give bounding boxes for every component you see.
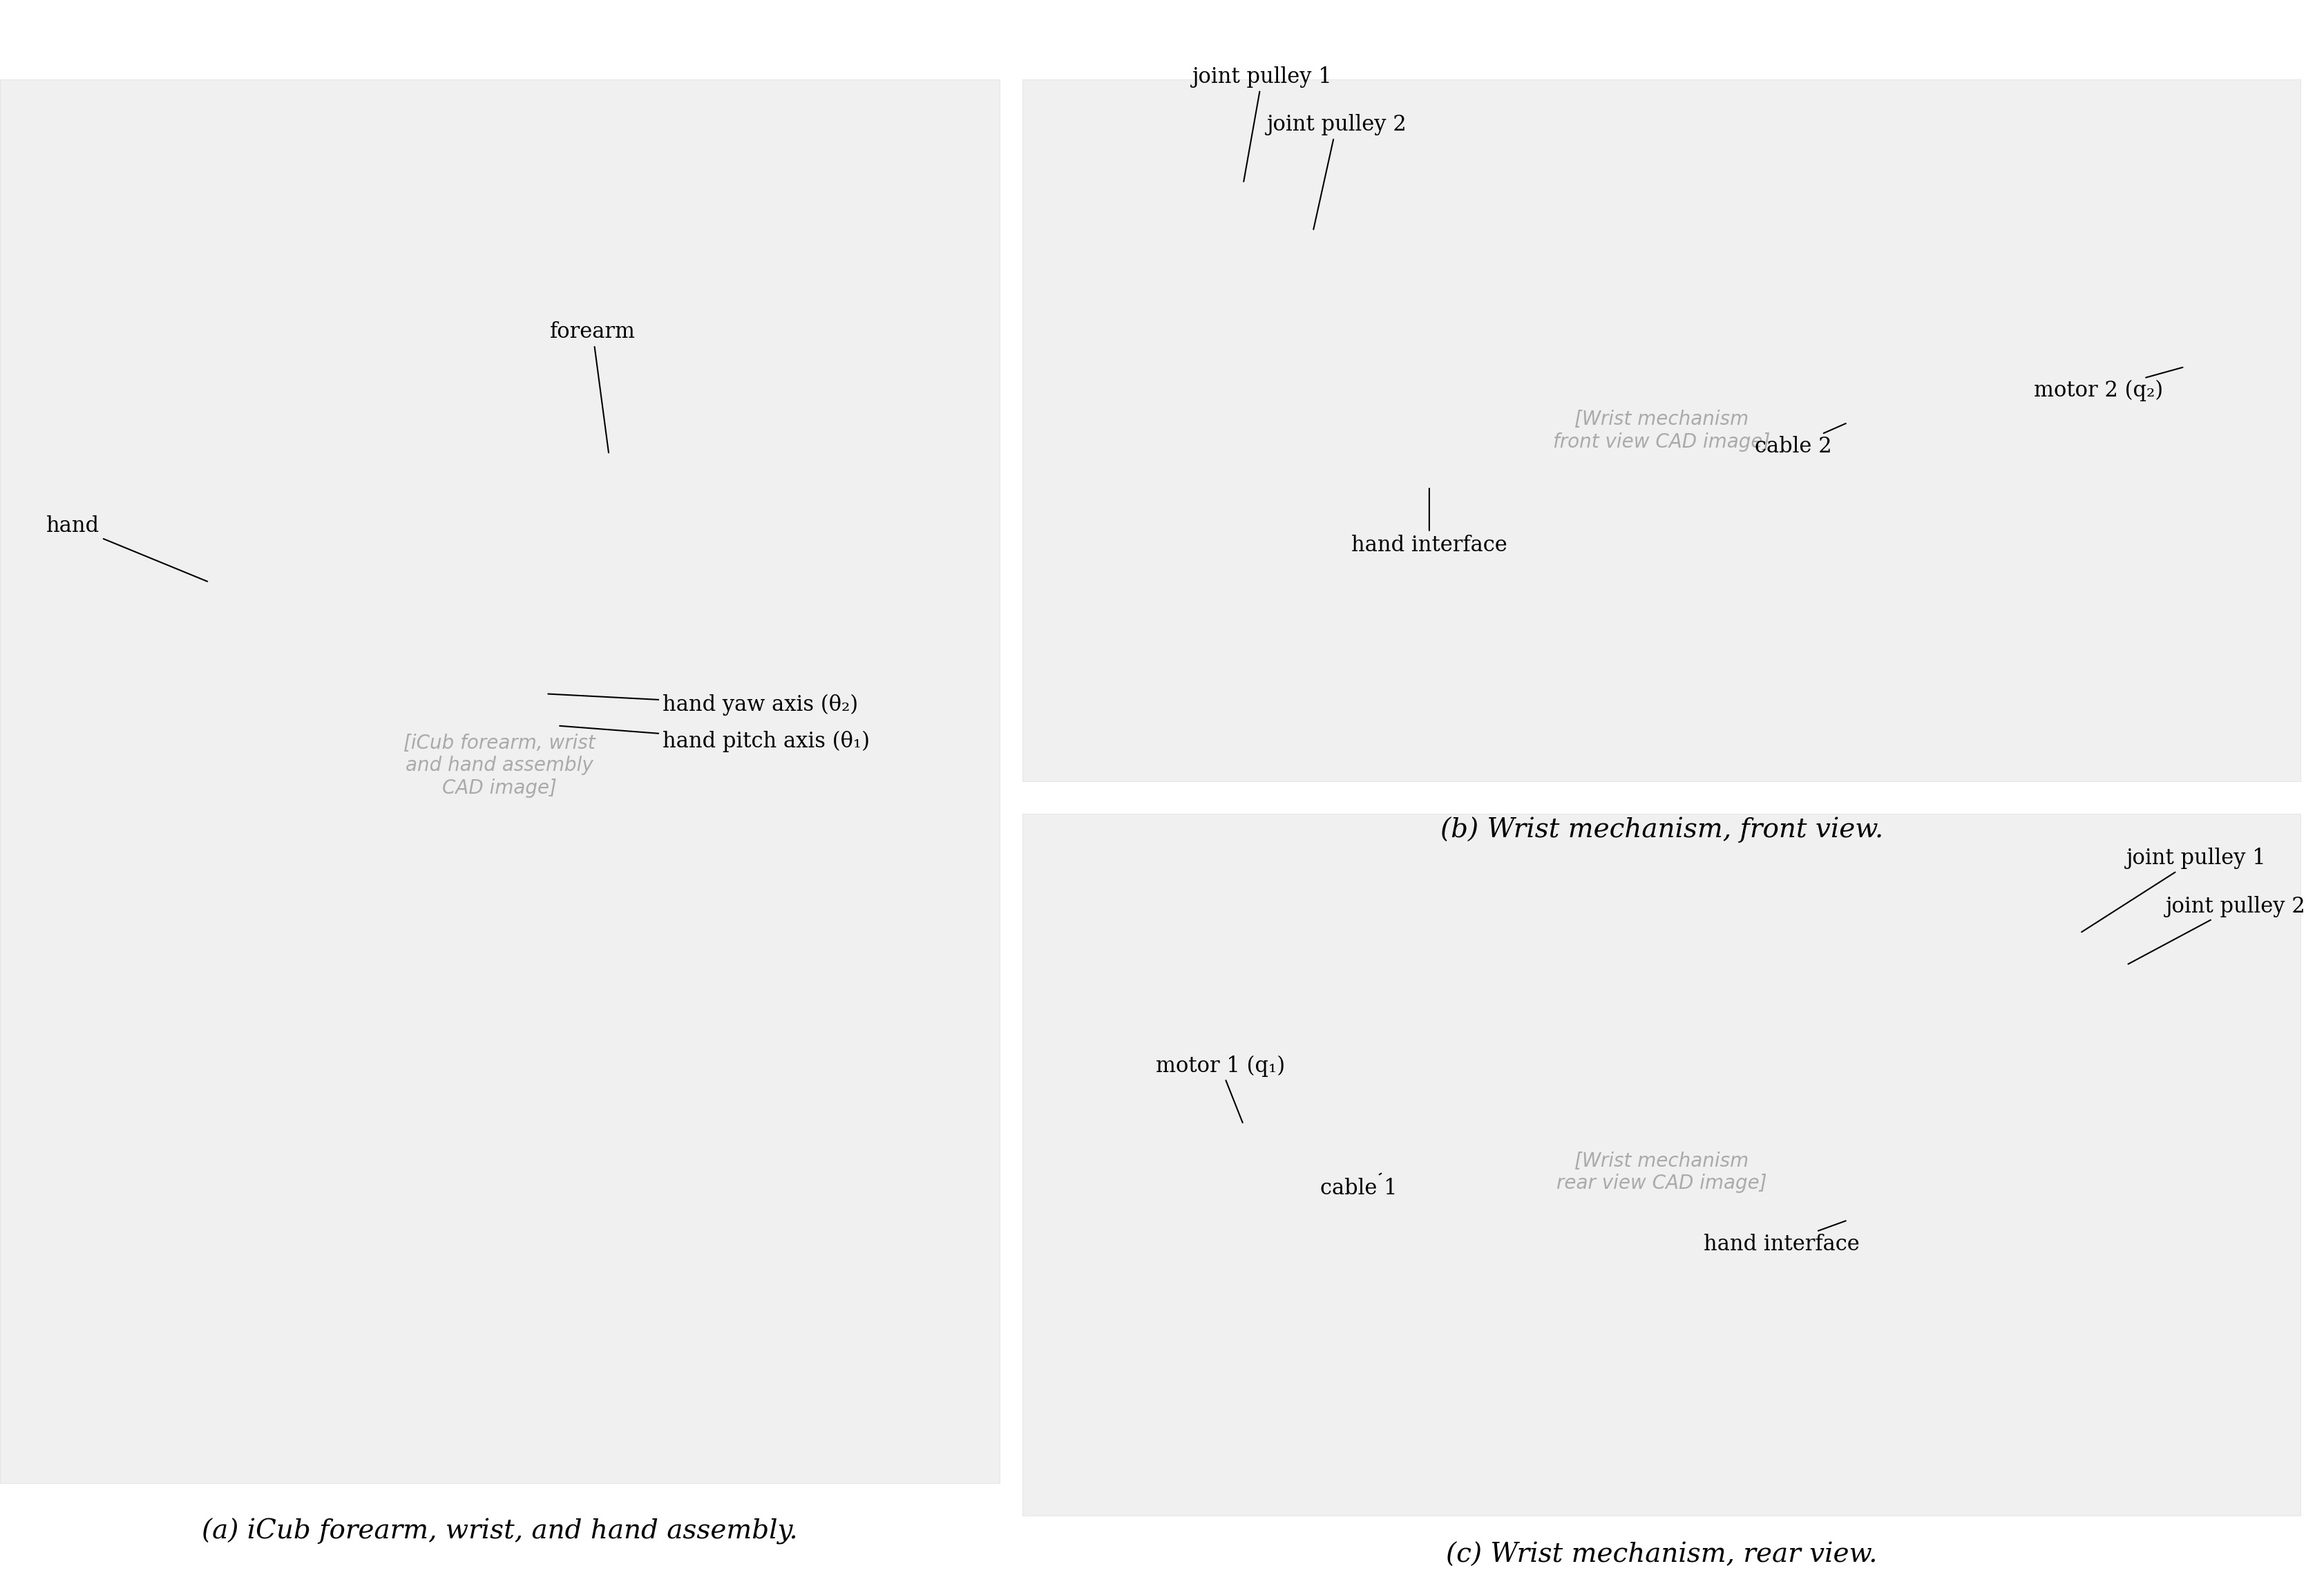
Text: hand pitch axis (θ₁): hand pitch axis (θ₁) (560, 726, 869, 753)
Text: (b) Wrist mechanism, front view.: (b) Wrist mechanism, front view. (1441, 817, 1882, 842)
Text: joint pulley 2: joint pulley 2 (1267, 115, 1406, 230)
Text: (a) iCub forearm, wrist, and hand assembly.: (a) iCub forearm, wrist, and hand assemb… (202, 1518, 797, 1544)
Text: joint pulley 1: joint pulley 1 (2082, 849, 2266, 931)
Text: joint pulley 1: joint pulley 1 (1192, 67, 1332, 182)
Text: motor 2 (q₂): motor 2 (q₂) (2034, 367, 2182, 402)
Text: [Wrist mechanism
front view CAD image]: [Wrist mechanism front view CAD image] (1552, 410, 1771, 451)
Text: [iCub forearm, wrist
and hand assembly
CAD image]: [iCub forearm, wrist and hand assembly C… (404, 734, 595, 798)
Text: motor 1 (q₁): motor 1 (q₁) (1155, 1054, 1285, 1123)
Text: [Wrist mechanism
rear view CAD image]: [Wrist mechanism rear view CAD image] (1557, 1152, 1766, 1193)
Text: cable 2: cable 2 (1755, 423, 1845, 458)
Text: hand yaw axis (θ₂): hand yaw axis (θ₂) (548, 694, 858, 716)
Text: (c) Wrist mechanism, rear view.: (c) Wrist mechanism, rear view. (1446, 1542, 1878, 1568)
Text: hand: hand (46, 515, 207, 582)
Text: joint pulley 2: joint pulley 2 (2129, 896, 2305, 963)
Bar (1023, 813, 2301, 1515)
Text: forearm: forearm (551, 322, 634, 453)
Bar (1023, 80, 2301, 782)
Text: cable 1: cable 1 (1320, 1174, 1397, 1199)
Bar (0, 80, 999, 1483)
Text: hand interface: hand interface (1703, 1220, 1859, 1255)
Text: hand interface: hand interface (1350, 488, 1508, 555)
